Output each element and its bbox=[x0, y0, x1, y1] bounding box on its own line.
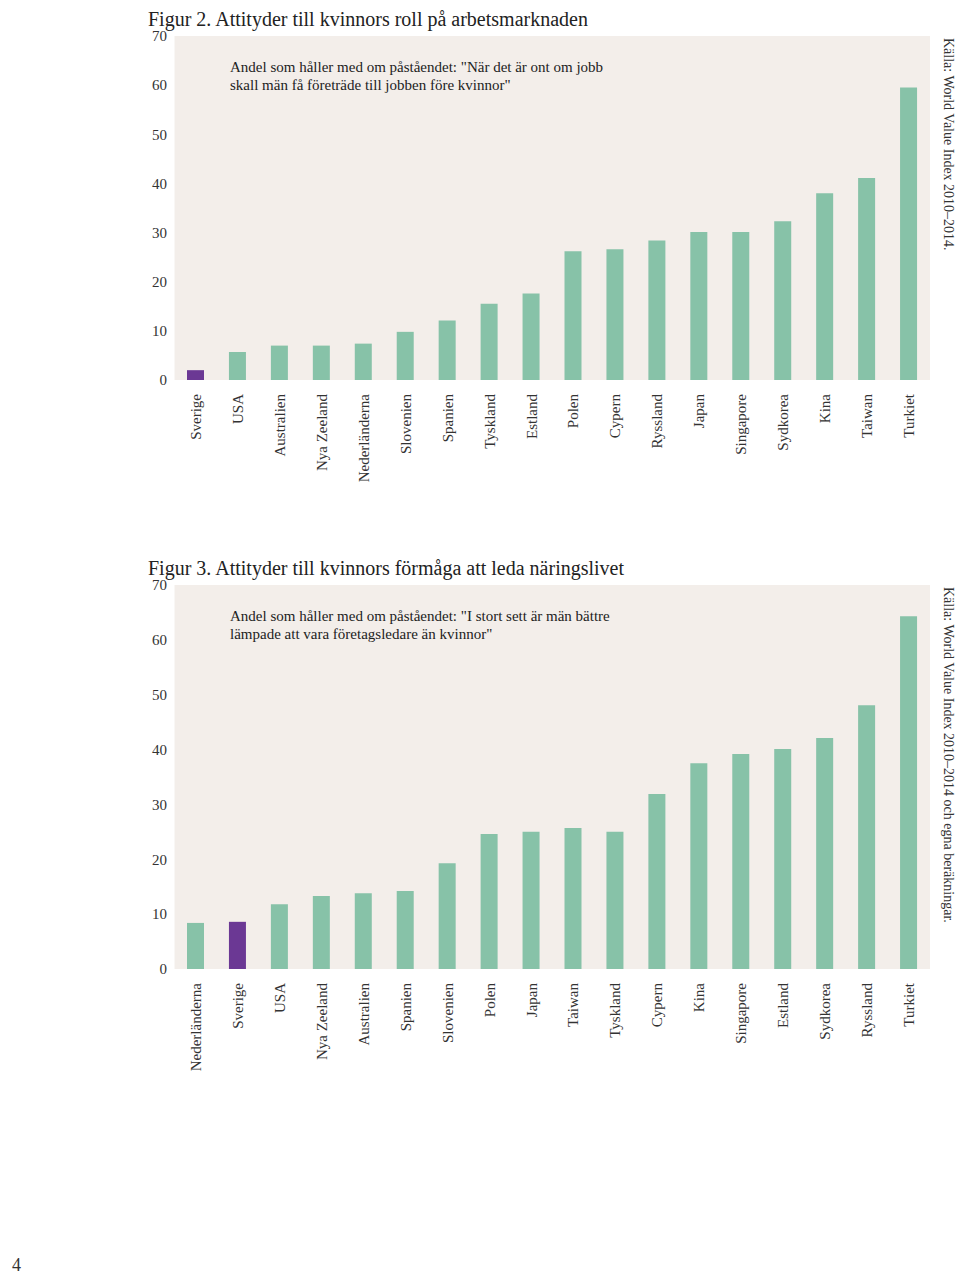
svg-text:50: 50 bbox=[152, 687, 167, 703]
svg-text:60: 60 bbox=[152, 77, 167, 93]
svg-text:70: 70 bbox=[152, 28, 167, 44]
svg-text:Singapore: Singapore bbox=[733, 983, 749, 1044]
svg-text:Spanien: Spanien bbox=[398, 983, 414, 1032]
svg-text:USA: USA bbox=[272, 983, 288, 1013]
svg-text:20: 20 bbox=[152, 274, 167, 290]
svg-text:Polen: Polen bbox=[482, 983, 498, 1018]
svg-text:Australien: Australien bbox=[356, 983, 372, 1046]
svg-text:Cypern: Cypern bbox=[607, 394, 623, 439]
svg-text:Estland: Estland bbox=[524, 394, 540, 439]
svg-text:Nya Zeeland: Nya Zeeland bbox=[314, 983, 330, 1061]
svg-text:30: 30 bbox=[152, 797, 167, 813]
svg-text:Ryssland: Ryssland bbox=[859, 983, 875, 1038]
svg-text:Tyskland: Tyskland bbox=[607, 983, 623, 1038]
html-text:Andel som håller med om påståe: Andel som håller med om påståendet: "I s… bbox=[230, 608, 610, 642]
svg-text:Kina: Kina bbox=[691, 983, 707, 1013]
svg-text:Turkiet: Turkiet bbox=[901, 982, 917, 1026]
svg-text:Cypern: Cypern bbox=[649, 983, 665, 1028]
svg-text:Taiwan: Taiwan bbox=[859, 394, 875, 438]
svg-text:Nederländerna: Nederländerna bbox=[188, 983, 204, 1072]
svg-text:0: 0 bbox=[160, 961, 168, 977]
svg-text:Sverige: Sverige bbox=[188, 394, 204, 440]
svg-text:Ryssland: Ryssland bbox=[649, 394, 665, 449]
html-text:Figur 2. Attityder till kvinno: Figur 2. Attityder till kvinnors roll på… bbox=[148, 8, 588, 30]
svg-text:0: 0 bbox=[160, 372, 168, 388]
svg-text:Australien: Australien bbox=[272, 394, 288, 457]
svg-text:Taiwan: Taiwan bbox=[565, 983, 581, 1027]
svg-text:Slovenien: Slovenien bbox=[440, 983, 456, 1043]
svg-text:Sverige: Sverige bbox=[230, 983, 246, 1029]
svg-text:50: 50 bbox=[152, 127, 167, 143]
svg-text:10: 10 bbox=[152, 323, 167, 339]
svg-text:40: 40 bbox=[152, 176, 167, 192]
svg-text:Nya Zeeland: Nya Zeeland bbox=[314, 394, 330, 472]
html-text:4: 4 bbox=[12, 1255, 21, 1275]
svg-text:Tyskland: Tyskland bbox=[482, 394, 498, 449]
svg-text:Singapore: Singapore bbox=[733, 394, 749, 455]
svg-text:Sydkorea: Sydkorea bbox=[775, 394, 791, 451]
svg-text:60: 60 bbox=[152, 632, 167, 648]
html-text:Källa: World Value Index 2010–: Källa: World Value Index 2010–2014. bbox=[941, 38, 956, 251]
svg-text:Turkiet: Turkiet bbox=[901, 393, 917, 437]
svg-text:Japan: Japan bbox=[691, 394, 707, 429]
html-text:Figur 3. Attityder till kvinno: Figur 3. Attityder till kvinnors förmåga… bbox=[148, 557, 624, 579]
svg-text:Estland: Estland bbox=[775, 983, 791, 1028]
svg-text:Spanien: Spanien bbox=[440, 394, 456, 443]
svg-text:Japan: Japan bbox=[524, 983, 540, 1018]
svg-text:Sydkorea: Sydkorea bbox=[817, 983, 833, 1040]
svg-text:Polen: Polen bbox=[565, 394, 581, 429]
svg-text:Nederländerna: Nederländerna bbox=[356, 394, 372, 483]
svg-text:Slovenien: Slovenien bbox=[398, 394, 414, 454]
svg-text:40: 40 bbox=[152, 742, 167, 758]
html-text:Källa: World Value Index 2010–: Källa: World Value Index 2010–2014 och e… bbox=[941, 587, 956, 923]
svg-text:30: 30 bbox=[152, 225, 167, 241]
html-text:Andel som håller med om påståe: Andel som håller med om påståendet: "När… bbox=[230, 59, 604, 93]
svg-text:10: 10 bbox=[152, 906, 167, 922]
svg-text:70: 70 bbox=[152, 577, 167, 593]
svg-text:Kina: Kina bbox=[817, 394, 833, 424]
svg-text:USA: USA bbox=[230, 394, 246, 424]
svg-text:20: 20 bbox=[152, 852, 167, 868]
